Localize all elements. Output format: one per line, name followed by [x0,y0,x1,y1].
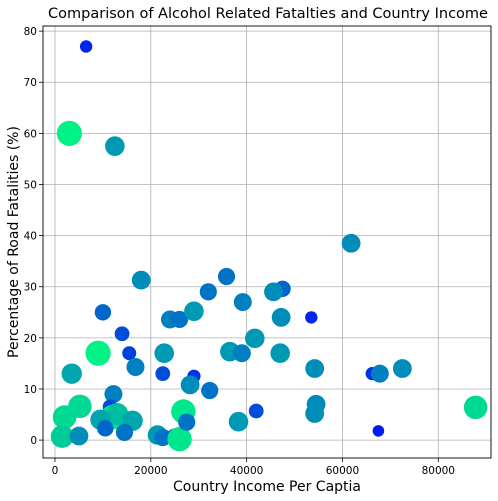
x-axis-ticks: 0 20000 40000 60000 80000 [52,458,455,477]
data-point [79,40,93,53]
plot-frame [42,25,492,459]
data-point [199,283,217,301]
data-point [180,375,200,395]
data-point [155,366,171,382]
data-point [85,340,111,366]
grid [43,26,491,458]
data-point [244,328,265,349]
data-point [392,359,412,378]
data-point [306,394,326,414]
x-tick-label: 40000 [230,465,263,477]
y-tick-label: 80 [24,26,37,38]
data-point [228,411,249,432]
data-point [122,346,137,361]
data-point [50,425,74,448]
data-point [178,413,196,431]
data-point [114,326,130,342]
data-point [61,363,82,384]
data-point [305,311,318,324]
y-tick-label: 30 [24,282,37,294]
y-tick-label: 0 [30,435,37,447]
data-point [170,310,189,329]
data-point [217,267,236,286]
data-point [201,381,219,400]
data-point [94,304,112,321]
data-point [68,394,92,419]
y-tick-label: 20 [24,333,37,345]
data-point [105,136,125,156]
x-tick-label: 80000 [422,465,455,477]
y-axis-ticks: 0 10 20 30 40 50 60 70 80 [24,26,43,447]
data-point [372,425,385,437]
data-point [184,301,204,322]
data-point [167,426,192,452]
chart-title: Comparison of Alcohol Related Fatalties … [48,6,488,22]
data-point [154,343,175,363]
data-point [232,344,251,363]
data-point [131,270,151,290]
x-tick-label: 60000 [326,465,359,477]
data-point [248,403,264,419]
y-tick-label: 50 [24,179,37,191]
y-tick-label: 60 [24,128,37,140]
x-tick-label: 0 [52,465,59,477]
y-axis-label: Percentage of Road Fatalities (%) [6,126,22,358]
data-point [126,357,145,376]
data-point [56,120,82,146]
y-tick-label: 10 [24,384,37,396]
data-point [97,420,114,437]
data-point [233,293,252,312]
data-point [270,343,290,363]
x-axis-label: Country Income Per Captia [173,479,361,495]
data-point [104,385,123,404]
data-point [463,395,488,420]
y-tick-label: 70 [24,77,37,89]
y-tick-label: 40 [24,231,37,243]
x-tick-label: 20000 [134,465,167,477]
data-point [69,426,89,446]
data-point [370,364,389,383]
data-point [264,282,283,302]
data-point [115,423,134,442]
data-point [341,233,361,253]
data-points [50,40,488,452]
data-point [305,359,325,378]
data-point [271,308,291,327]
